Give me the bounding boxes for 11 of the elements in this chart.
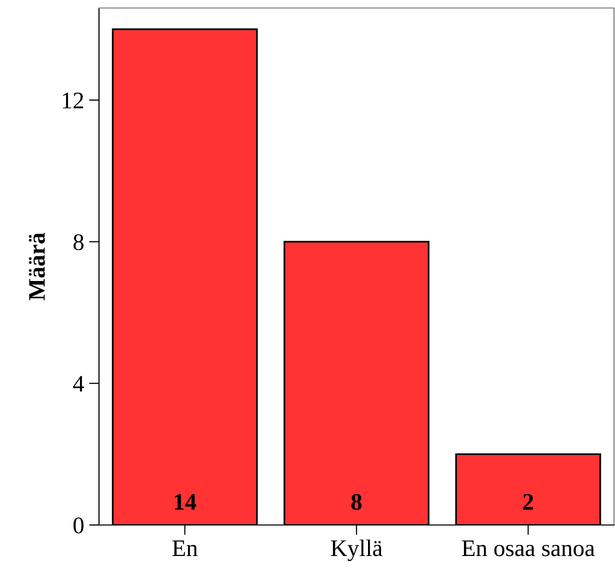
y-tick-label: 0 (74, 517, 84, 534)
x-tick-label: Kyllä (330, 540, 382, 562)
y-tick-label: 12 (62, 92, 84, 108)
y-tick-label: 8 (74, 234, 84, 250)
data-label: 2 (523, 494, 534, 510)
y-tick-label: 4 (73, 376, 84, 392)
y-axis-title: Määrä (28, 232, 45, 300)
x-tick-label: En osaa sanoa (462, 540, 595, 556)
data-label: 8 (351, 494, 362, 510)
x-tick-label: En (172, 540, 198, 556)
data-label: 14 (174, 494, 196, 510)
